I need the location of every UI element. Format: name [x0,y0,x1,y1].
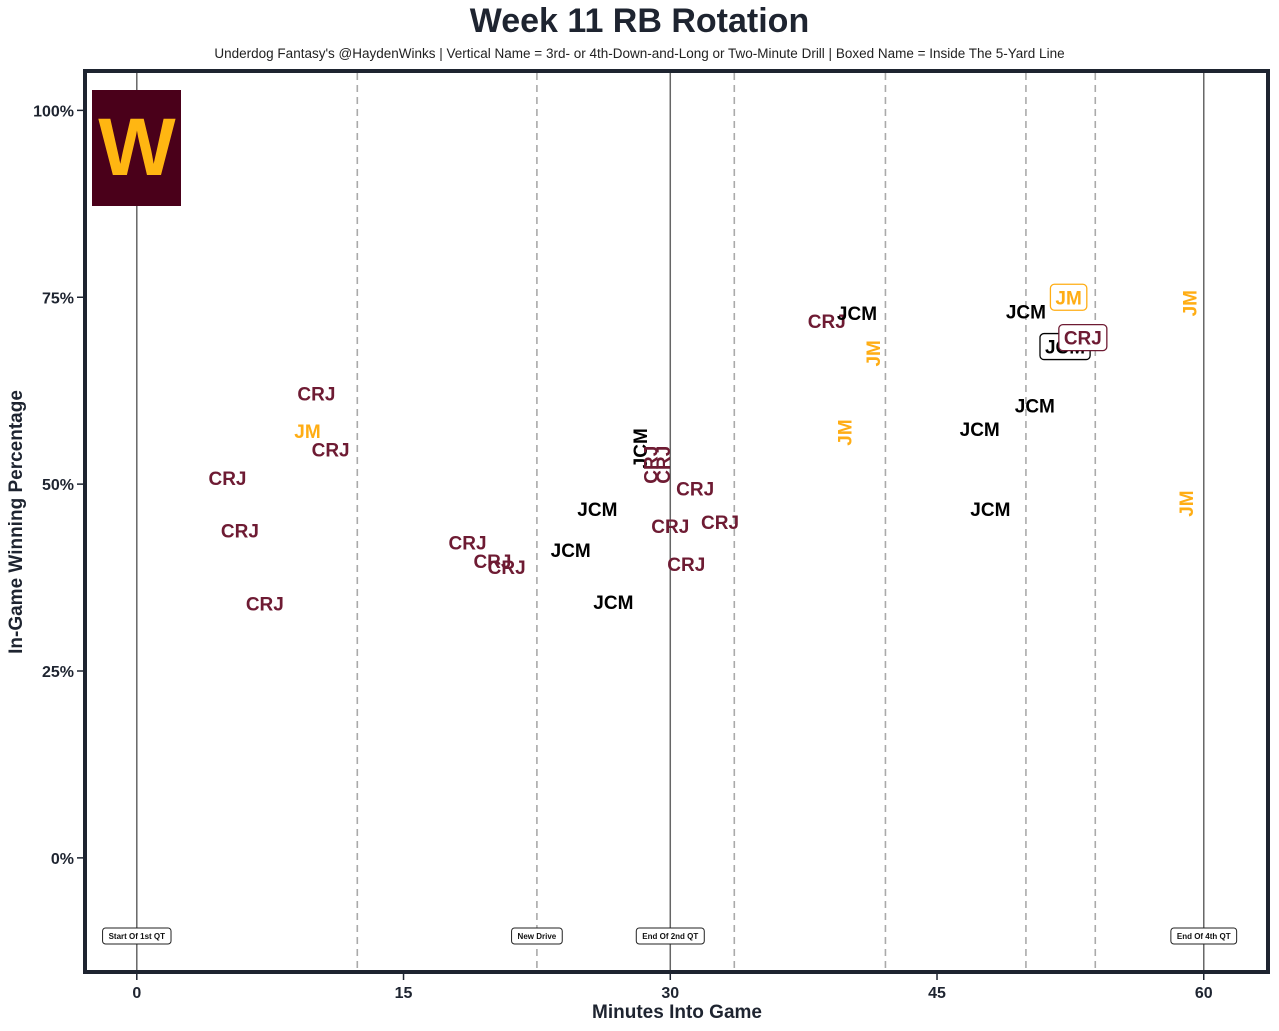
point-label-crj: CRJ [642,446,663,484]
point-text: CRJ [808,312,846,333]
point-text: CRJ [701,513,739,534]
point-label-crj: CRJ [808,312,846,333]
event-label: New Drive [511,927,563,945]
event-label: End Of 2nd QT [635,927,705,945]
point-text: JM [294,422,320,443]
y-axis-label: In-Game Winning Percentage [6,390,27,654]
label-box [1058,323,1108,352]
point-label-jcm: JCM [577,500,617,521]
point-label-jm: JM [1049,283,1088,311]
plot-frame [83,69,1270,974]
x-tick-label: 15 [395,985,413,1002]
point-label-crj: CRJ [312,441,350,462]
point-label-jcm: JCM [960,420,1000,441]
chart-title: Week 11 RB Rotation [469,2,810,40]
point-text: CRJ [676,480,714,501]
x-tick-label: 30 [661,985,679,1002]
point-text: JCM [1015,397,1055,418]
point-text: JCM [551,541,591,562]
point-text: JCM [970,500,1010,521]
team-logo [92,90,181,206]
point-label-jm: JM [836,419,857,445]
point-text: CRJ [208,469,246,490]
event-label-text: New Drive [518,932,557,941]
x-tick-label: 45 [928,985,946,1002]
event-label-text: Start Of 1st QT [109,932,166,941]
point-label-jm: JM [1181,290,1202,316]
point-text: CRJ [312,441,350,462]
point-label-crj: CRJ [651,517,689,538]
point-label-jcm: JCM [593,593,633,614]
point-text: JM [864,340,885,366]
event-label: End Of 4th QT [1170,927,1238,945]
point-text: CRJ [246,595,284,616]
point-text: JCM [960,420,1000,441]
point-label-crj: CRJ [208,469,246,490]
point-text: JM [836,419,857,445]
point-label-crj: CRJ [246,595,284,616]
point-label-crj: CRJ [221,521,259,542]
event-label-text: End Of 4th QT [1177,932,1231,941]
point-text: JCM [837,304,877,325]
point-label-crj: CRJ [676,480,714,501]
point-text: CRJ [473,552,511,573]
point-label-crj: CRJ [654,446,675,484]
point-text: CRJ [667,555,705,576]
point-label-jcm: JCM [970,500,1010,521]
point-label-jm: JM [294,422,320,443]
chart-subtitle: Underdog Fantasy's @HaydenWinks | Vertic… [214,46,1065,61]
point-label-crj: CRJ [449,533,487,554]
point-text: JCM [593,593,633,614]
point-text: JCM [1006,302,1046,323]
y-tick-label: 25% [42,664,74,681]
point-text: CRJ [488,558,526,579]
point-text: JCM [577,500,617,521]
point-text: CRJ [642,446,663,484]
point-label-jm: JM [1177,490,1198,516]
point-text: JM [1177,490,1198,516]
point-text: CRJ [221,521,259,542]
point-label-crj: CRJ [701,513,739,534]
point-text: CRJ [654,446,675,484]
point-text: CRJ [449,533,487,554]
point-text: JCM [631,428,652,468]
point-text: JM [1055,288,1081,309]
event-label-text: End Of 2nd QT [642,932,698,941]
point-label-jcm: JCM [631,428,652,468]
x-tick-label: 0 [132,985,141,1002]
point-label-crj: CRJ [488,558,526,579]
x-tick-label: 60 [1195,985,1213,1002]
point-label-crj: CRJ [297,385,335,406]
event-label-box [1170,927,1238,945]
point-label-crj: CRJ [667,555,705,576]
event-label: Start Of 1st QT [102,927,172,945]
y-tick-label: 50% [42,477,74,494]
y-tick-label: 100% [33,103,74,120]
x-axis-label: Minutes Into Game [592,1002,762,1023]
point-text: CRJ [651,517,689,538]
y-tick-label: 75% [42,290,74,307]
point-label-jcm: JCM [837,304,877,325]
point-label-jcm: JCM [551,541,591,562]
event-label-box [102,927,172,945]
point-label-crj: CRJ [473,552,511,573]
point-label-jcm: JCM [1015,397,1055,418]
y-tick-label: 0% [51,851,74,868]
point-text: CRJ [1064,329,1102,350]
team-logo-letter: W [98,102,176,193]
event-label-box [635,927,705,945]
point-label-crj: CRJ [1058,323,1108,352]
point-label-jm: JM [864,340,885,366]
label-box [1049,283,1088,311]
point-text: JM [1181,290,1202,316]
event-label-box [511,927,563,945]
point-label-jcm: JCM [1006,302,1046,323]
point-text: CRJ [297,385,335,406]
